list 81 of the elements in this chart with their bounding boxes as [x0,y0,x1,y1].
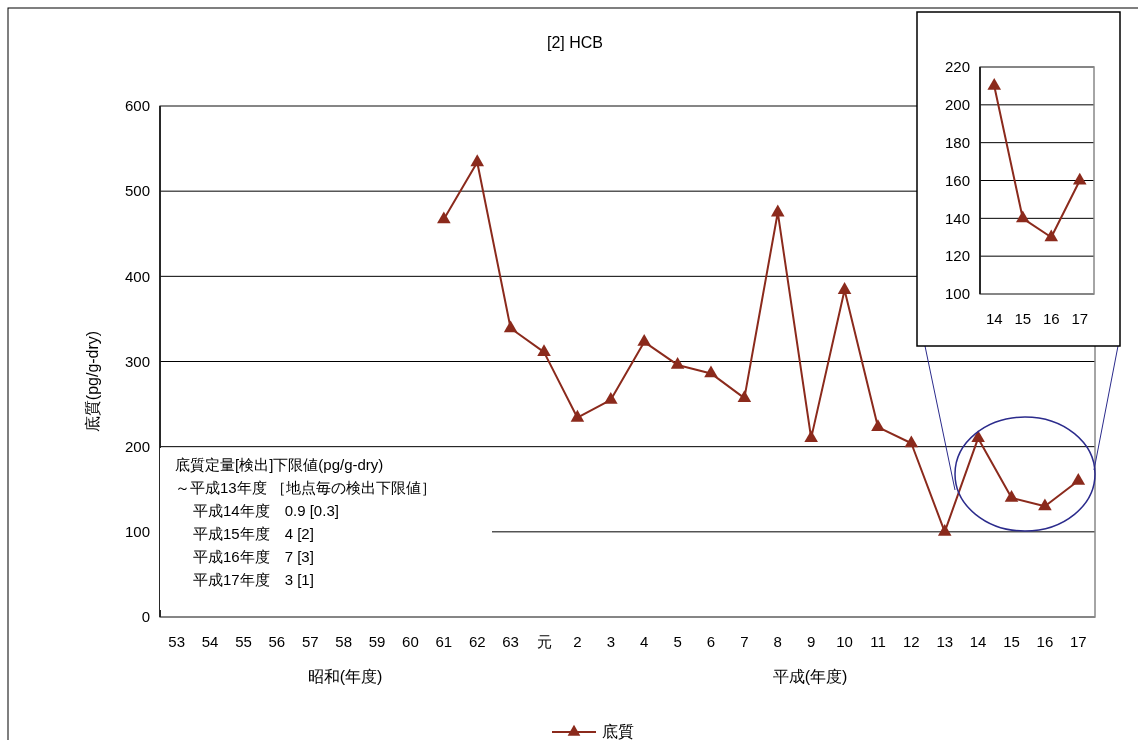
point [937,523,952,536]
x-tick-label: 54 [201,633,219,650]
y-tick-label: 100 [124,523,150,541]
y-tick-label: 200 [944,96,970,114]
y-tick-label: 200 [124,437,150,455]
x-tick-label: 17 [1069,633,1087,650]
y-tick-label: 160 [944,171,970,189]
point [837,282,852,294]
x-tick-label: 2 [573,633,582,650]
x-tick-label: 14 [985,310,1003,327]
point [871,419,885,431]
annotation: 平成15年度 4 [2] [193,525,314,542]
legend-label: 底質 [602,723,634,740]
chart-title: [2] HCB [546,34,604,51]
annotation: ～平成13年度 ［地点毎の検出下限値］ [175,479,436,496]
point [670,357,685,369]
x-tick-label: 17 [1071,310,1089,327]
point [904,435,919,448]
point [604,391,618,404]
x-tick-label: 63 [502,633,519,650]
point [987,78,1002,90]
point [1071,472,1086,485]
point [1072,172,1087,185]
y-tick-label: 400 [124,267,150,285]
point [704,365,718,378]
x-tick-label: 6 [706,633,716,650]
y-tick-label: 300 [124,352,150,370]
point [470,154,485,167]
x-tick-label: 7 [740,633,749,650]
x-tick-label: 16 [1042,310,1060,327]
y-tick-label: 500 [124,182,150,200]
y-tick-label: 180 [944,133,970,151]
y-tick-label: 0 [141,608,150,626]
point [737,390,752,403]
x-tick-label: 59 [368,633,386,650]
point [804,430,818,443]
x-tick-label: 13 [936,633,954,650]
text: 平成(年度) [772,668,848,685]
annotation: 平成17年度 3 [1] [193,571,314,588]
x-tick-label: 10 [836,633,853,650]
point [1004,489,1019,502]
x-tick-label: 3 [606,633,615,650]
annotation: 平成16年度 7 [3] [193,548,314,565]
annotation: 平成14年度 0.9 [0.3] [193,502,339,519]
x-tick-label: 11 [870,633,886,650]
y-axis-title: 底質(pg/g-dry) [84,330,101,433]
y-tick-label: 100 [944,285,970,303]
x-tick-label: 61 [435,633,453,650]
x-tick-label: 53 [168,633,186,650]
x-tick-label: 14 [969,633,987,650]
point [770,204,785,217]
x-tick-label: 元 [536,633,552,650]
x-tick-label: 57 [301,633,319,650]
x-tick-label: 15 [1003,633,1020,650]
text: 昭和(年度) [307,668,383,685]
y-tick-label: 140 [944,209,970,227]
point [971,430,985,443]
annotation: 底質定量[検出]下限値(pg/g-dry) [175,456,384,473]
x-tick-label: 55 [235,633,252,650]
y-tick-label: 120 [944,247,970,265]
x-tick-label: 4 [640,633,649,650]
point [1015,210,1030,223]
point [637,334,651,346]
x-tick-label: 9 [806,633,816,650]
y-tick-label: 600 [124,97,150,115]
x-tick-label: 12 [903,633,920,650]
point [1044,229,1059,242]
point [503,320,518,333]
y-tick-label: 220 [944,58,970,76]
x-tick-label: 5 [673,633,682,650]
x-tick-label: 58 [335,633,352,650]
point [537,344,551,357]
x-tick-label: 8 [773,633,782,650]
point [437,211,451,224]
x-tick-label: 15 [1014,310,1032,327]
x-tick-label: 60 [402,633,419,650]
x-tick-label: 16 [1036,633,1054,650]
x-tick-label: 62 [468,633,486,650]
point [570,409,585,422]
point [1038,498,1052,511]
x-tick-label: 56 [268,633,286,650]
